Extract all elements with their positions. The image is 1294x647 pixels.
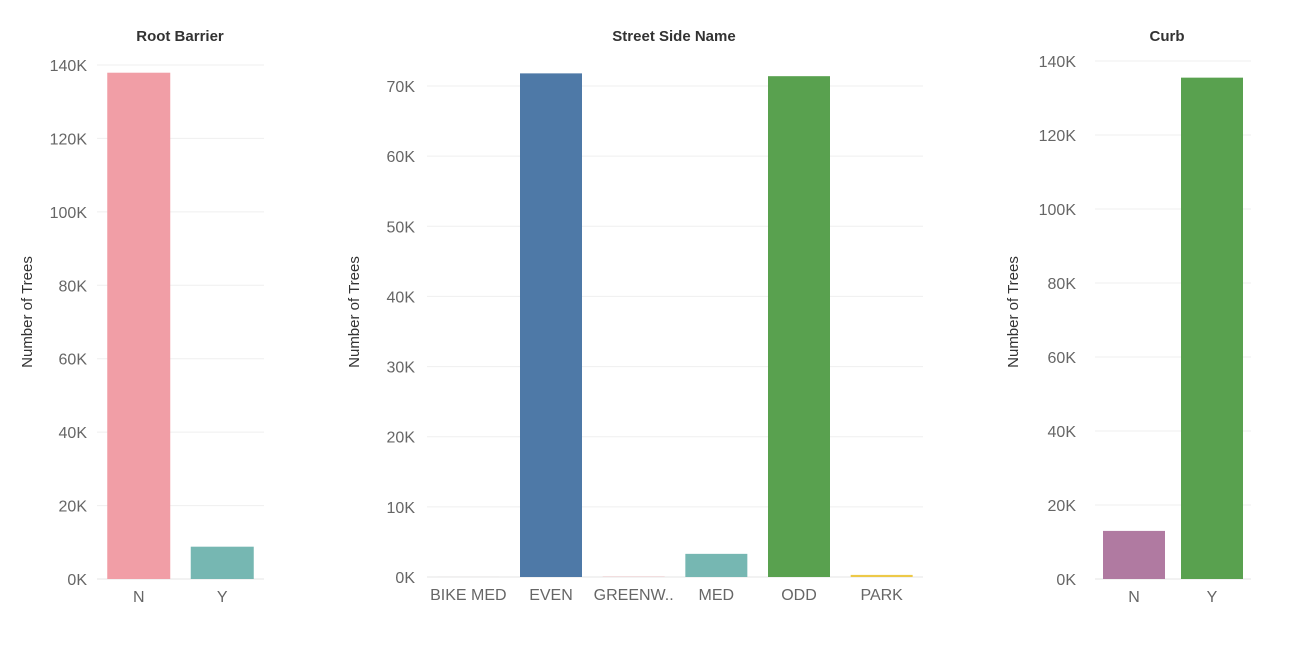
y-tick-label: 140K bbox=[50, 58, 88, 75]
y-tick-label: 60K bbox=[387, 149, 416, 166]
x-category-label: N bbox=[1128, 589, 1140, 606]
bar-med bbox=[685, 554, 747, 577]
y-tick-label: 0K bbox=[1056, 572, 1076, 589]
chart-panel-root-barrier: 0K 20K 40K 60K 80K 100K 120K 140K N Y Root Barrier… bbox=[19, 28, 264, 606]
x-category-label: Y bbox=[217, 589, 228, 606]
y-tick-label: 40K bbox=[387, 289, 416, 306]
chart-title: Street Side Name bbox=[612, 28, 735, 45]
y-tick-label: 0K bbox=[395, 570, 415, 587]
bar-y bbox=[191, 547, 254, 579]
x-category-label: MED bbox=[699, 587, 735, 604]
x-category-label: ODD bbox=[781, 587, 817, 604]
x-category-label: PARK bbox=[860, 587, 903, 604]
chart-title: Curb bbox=[1150, 28, 1185, 45]
y-axis-title: Number of Trees bbox=[346, 256, 363, 368]
y-tick-label: 40K bbox=[59, 425, 88, 442]
y-tick-label: 120K bbox=[1039, 128, 1077, 145]
y-tick-label: 140K bbox=[1039, 54, 1077, 71]
chart-panel-street-side-name: 0K 10K 20K 30K 40K 50K 60K 70K BIKE MED EVEN GREEN… bbox=[346, 28, 923, 604]
y-tick-label: 50K bbox=[387, 219, 416, 236]
y-tick-label: 30K bbox=[387, 360, 416, 377]
y-tick-label: 10K bbox=[387, 500, 416, 517]
y-tick-label: 40K bbox=[1048, 424, 1077, 441]
x-category-label: Y bbox=[1207, 589, 1218, 606]
bar-even bbox=[520, 73, 582, 577]
x-category-label: EVEN bbox=[529, 587, 573, 604]
x-category-label: GREENW.. bbox=[594, 587, 674, 604]
x-category-label: BIKE MED bbox=[430, 587, 506, 604]
y-tick-label: 20K bbox=[59, 499, 88, 516]
x-category-label: N bbox=[133, 589, 145, 606]
y-tick-label: 100K bbox=[1039, 202, 1077, 219]
y-axis-title: Number of Trees bbox=[1005, 256, 1022, 368]
bar-odd bbox=[768, 76, 830, 577]
y-tick-label: 100K bbox=[50, 205, 88, 222]
bar-n bbox=[1103, 531, 1165, 579]
y-tick-label: 60K bbox=[1048, 350, 1077, 367]
y-tick-label: 120K bbox=[50, 131, 88, 148]
chart-panel-curb: 0K 20K 40K 60K 80K 100K 120K 140K N Y Curb Number o… bbox=[1005, 28, 1251, 606]
y-tick-label: 60K bbox=[59, 352, 88, 369]
y-tick-label: 80K bbox=[59, 278, 88, 295]
y-tick-label: 20K bbox=[1048, 498, 1077, 515]
y-tick-label: 70K bbox=[387, 79, 416, 96]
y-tick-label: 20K bbox=[387, 430, 416, 447]
bar-park bbox=[851, 575, 913, 577]
chart-title: Root Barrier bbox=[136, 28, 224, 45]
bar-y bbox=[1181, 78, 1243, 579]
y-tick-label: 80K bbox=[1048, 276, 1077, 293]
y-axis-title: Number of Trees bbox=[19, 256, 36, 368]
bar-n bbox=[107, 73, 170, 579]
y-tick-label: 0K bbox=[67, 572, 87, 589]
